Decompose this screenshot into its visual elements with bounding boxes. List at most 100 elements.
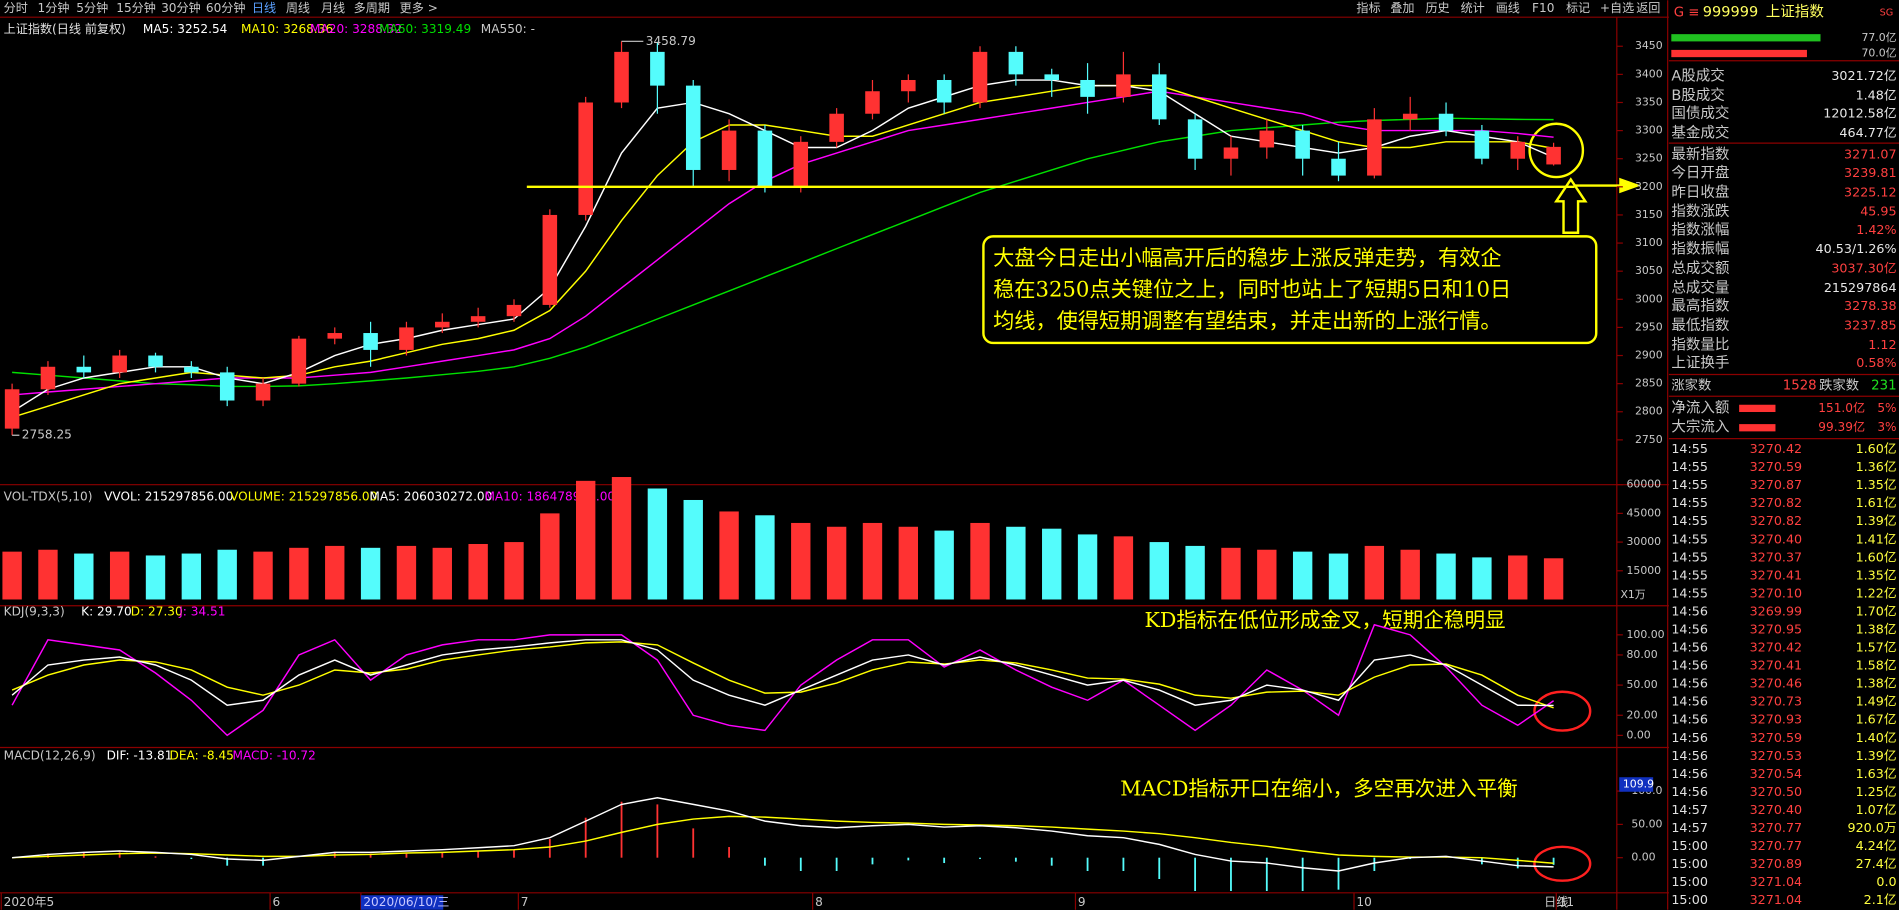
kdj-header: D: 27.30 [131,604,183,618]
stat-label: 今日开盘 [1671,163,1729,181]
flow-bar-label: 70.0亿 [1861,47,1896,60]
toolbar-button[interactable]: F10 [1532,1,1554,15]
candle-body [435,321,450,328]
trade-price: 3271.04 [1750,892,1803,907]
trade-volume: 2.1亿 [1864,892,1897,907]
trade-time: 15:00 [1671,892,1708,907]
volume-header: MA5: 206030272.00 [369,489,492,503]
candle-body [901,79,916,92]
trade-volume: 1.67亿 [1856,712,1897,727]
kdj-header: KDJ(9,3,3) [4,604,65,618]
trade-time: 15:00 [1671,856,1708,871]
flow-pct: 3% [1877,420,1896,434]
tab[interactable]: 60分钟 [206,0,246,15]
stat-label: 最新指数 [1671,146,1730,163]
tab[interactable]: 1分钟 [38,0,70,15]
tab[interactable]: 30分钟 [161,0,201,15]
ma-label: MA550: - [481,22,535,36]
candle-body [1151,74,1167,120]
stat-label: 昨日收盘 [1671,183,1729,201]
volume-bar [2,551,22,600]
volume-bar [181,553,202,600]
volume-bar [145,555,166,600]
sidebar-icon[interactable]: G ≡ [1674,5,1700,20]
candle-body [757,130,773,187]
tab[interactable]: 5分钟 [76,0,108,15]
trade-price: 3270.41 [1750,567,1803,582]
trade-time: 14:56 [1671,658,1708,673]
trade-volume: 1.60亿 [1856,441,1897,456]
candle-body [363,333,378,350]
stat-label: A股成交 [1671,67,1724,85]
trade-price: 3270.93 [1750,712,1803,727]
y-tick-label: 2950 [1635,320,1663,333]
stat-value: 1.12 [1868,337,1896,352]
flow-label: 大宗流入 [1671,419,1729,436]
toolbar-button[interactable]: 画线 [1496,1,1520,15]
trade-price: 3270.53 [1750,748,1803,763]
trade-time: 14:56 [1671,784,1708,799]
stat-value: 1.42% [1856,222,1896,237]
volume-bar [1077,534,1098,600]
macd-header: MACD: -10.72 [233,748,316,762]
volume-bar [109,551,130,600]
flow-value: 99.39亿 [1818,419,1865,434]
k-line [11,639,1554,707]
candle-body [1008,51,1024,75]
tab[interactable]: 分时 [4,1,28,15]
stat-label: 国债成交 [1671,104,1729,122]
tab[interactable]: 周线 [286,1,310,15]
toolbar-button[interactable]: 历史 [1425,1,1449,15]
toolbar-button[interactable]: 统计 [1461,1,1485,15]
trade-price: 3270.73 [1750,694,1803,709]
tab[interactable]: 多周期 [354,1,390,15]
tab[interactable]: 更多 > [400,1,438,15]
volume-bar [862,522,883,600]
toolbar-button[interactable]: +自选 [1600,1,1634,15]
volume-bar [683,499,703,600]
trade-time: 15:00 [1671,838,1708,853]
y-tick-label: 3150 [1635,208,1663,221]
macd-header: MACD(12,26,9) [4,748,96,762]
trade-price: 3270.10 [1750,585,1803,600]
trade-volume: 1.41亿 [1856,531,1897,546]
stat-value: 3271.07 [1844,147,1897,162]
candle-body [1438,113,1454,131]
trade-price: 3269.99 [1750,603,1803,618]
stat-value: 12012.58亿 [1823,106,1896,121]
stat-label: B股成交 [1671,86,1725,104]
candle-body [793,141,809,187]
stat-value: 40.53/1.26% [1816,241,1897,256]
trade-time: 14:56 [1671,730,1708,745]
volume-bar [1543,558,1564,600]
stat-label: 总成交量 [1671,278,1729,296]
toolbar-button[interactable]: 叠加 [1390,1,1414,15]
x-label: 2020年5 [4,895,55,909]
toolbar-button[interactable]: 标记 [1566,1,1590,15]
trade-time: 14:56 [1671,712,1708,727]
trade-volume: 1.49亿 [1856,694,1897,709]
stock-code: 999999 [1703,4,1758,20]
stat-label: 总成交额 [1671,259,1730,277]
volume-bar [360,547,381,600]
y-tick-label: 2900 [1635,349,1663,362]
kdj-note: KD指标在低位形成金叉，短期企稳明显 [1144,608,1505,632]
macd-header: DEA: -8.45 [170,748,234,762]
toolbar-button[interactable]: 返回 [1636,1,1660,15]
flow-bar [1671,49,1807,58]
tab[interactable]: 日线 [252,1,276,15]
tab[interactable]: 月线 [321,1,345,15]
candle-body [1080,79,1095,97]
kdj-header: J: 34.51 [178,604,225,618]
ma-label: MA5: 3252.54 [143,22,228,36]
volume-bar [1436,553,1456,600]
candle-body [721,130,737,170]
toolbar-button[interactable]: 指标 [1356,0,1380,15]
volume-bar [432,547,452,600]
tab[interactable]: 15分钟 [116,0,156,15]
volume-bar [826,526,847,600]
trade-time: 14:56 [1671,622,1708,637]
trade-volume: 1.39亿 [1856,748,1897,763]
candle-body [1044,74,1059,80]
sidebar-header-bg [1668,0,1899,25]
